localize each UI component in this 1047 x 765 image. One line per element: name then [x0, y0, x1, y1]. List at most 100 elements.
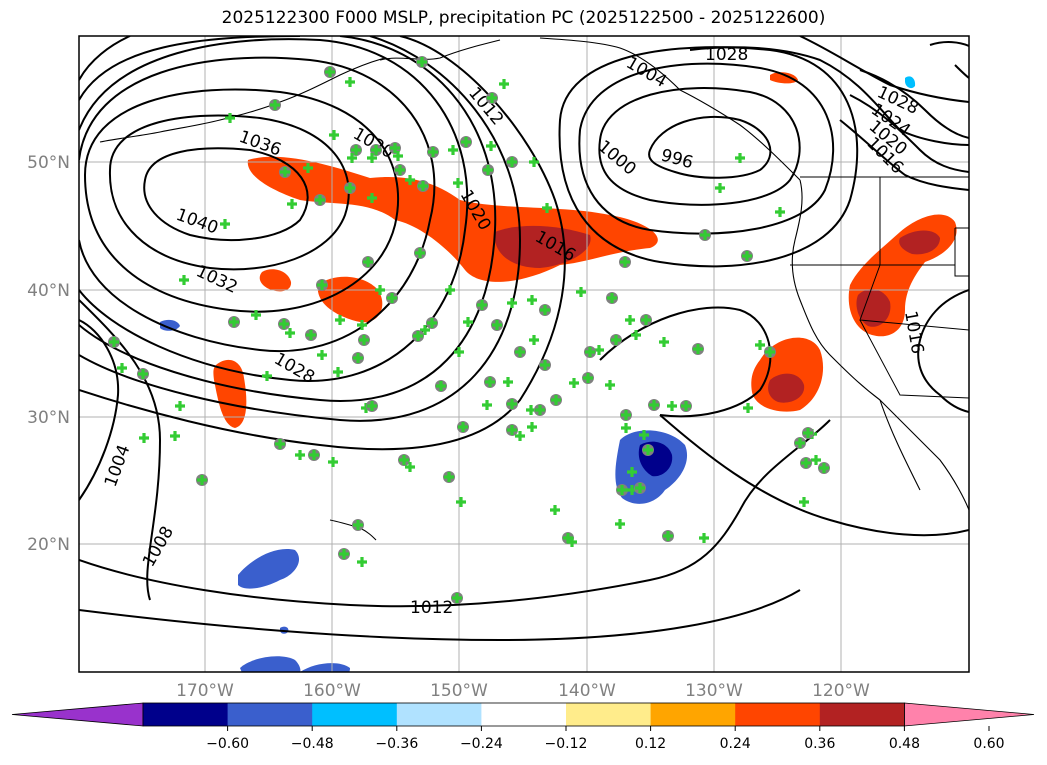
station-plus [367, 193, 377, 203]
station-plus [487, 93, 497, 103]
station-plus [715, 183, 725, 193]
station-plus [454, 347, 464, 357]
station-plus [503, 377, 513, 387]
station-plus [529, 157, 539, 167]
station-plus [461, 137, 471, 147]
isobar-label: 1012 [410, 598, 453, 618]
station-plus [109, 337, 119, 347]
station-plus [367, 401, 377, 411]
lon-label: 150°W [430, 681, 488, 701]
station-plus [179, 275, 189, 285]
station-plus [456, 497, 466, 507]
isobar-label: 1040 [173, 205, 220, 239]
precip-core-east-pacific [768, 373, 805, 403]
isobar-1036 [108, 114, 350, 271]
station-plus [458, 422, 468, 432]
station-plus [627, 467, 637, 477]
station-plus [335, 315, 345, 325]
station-plus [444, 472, 454, 482]
station-plus [351, 145, 361, 155]
lon-label: 120°W [812, 681, 870, 701]
colorbar-tick-label: −0.12 [545, 736, 588, 752]
lat-label: 50°N [27, 153, 70, 173]
station-plus [345, 183, 355, 193]
precip-core-us-west-coast-north [899, 230, 940, 255]
colorbar-tick-label: −0.36 [375, 736, 418, 752]
station-plus [621, 410, 631, 420]
precip-region-pacific-nw-small [770, 72, 798, 84]
station-plus [529, 335, 539, 345]
station-plus [405, 462, 415, 472]
station-plus [631, 330, 641, 340]
colorbar: −0.60 −0.48 −0.36 −0.24 −0.12 0.12 0.24 0.36 0.4… [11, 702, 1035, 752]
station-plus [390, 143, 400, 153]
station-plus [333, 367, 343, 377]
station-plus [585, 347, 595, 357]
station-plus [395, 165, 405, 175]
isobar-label: 1016 [900, 309, 927, 355]
station-plus [405, 175, 415, 185]
station-plus [417, 57, 427, 67]
station-plus [415, 248, 425, 258]
station-plus [371, 145, 381, 155]
coast-baja [879, 399, 921, 491]
station-plus [743, 403, 753, 413]
colorbar-outline [142, 702, 905, 727]
isobar-1028-inner [79, 56, 436, 353]
station-plus [507, 425, 517, 435]
station-plus [659, 337, 669, 347]
colorbar-extend-low [11, 702, 144, 727]
station-plus [287, 199, 297, 209]
station-plus [700, 230, 710, 240]
station-plus [280, 167, 290, 177]
station-plus [345, 77, 355, 87]
isobar-ne-small-2 [954, 64, 969, 79]
station-plus [621, 423, 631, 433]
station-plus [329, 130, 339, 140]
station-plus [499, 79, 509, 89]
station-plus [617, 485, 627, 495]
lat-label: 40°N [27, 281, 70, 301]
station-plus [635, 483, 645, 493]
station-plus [583, 373, 593, 383]
station-plus [175, 401, 185, 411]
isobar-high-core-1040 [143, 147, 309, 241]
station-plus [542, 203, 552, 213]
isobar-1016 [79, 36, 522, 422]
station-plus [317, 280, 327, 290]
isobar-east-loop [599, 306, 772, 418]
isobar-label: 1004 [623, 53, 670, 92]
lat-label: 30°N [27, 408, 70, 428]
isobar-1000 [598, 87, 801, 206]
isobar-ne-small [929, 41, 969, 47]
isobar-1016-east [917, 289, 969, 413]
lat-axis-labels: 50°N 40°N 30°N 20°N [27, 153, 70, 555]
station-plus [507, 399, 517, 409]
station-plus [448, 145, 458, 155]
isobar-1028-ne-top [799, 36, 969, 103]
station-plus [607, 293, 617, 303]
colorbar-extend-high [904, 702, 1035, 727]
precip-neg-region-hawaii-south [238, 549, 300, 589]
colorbar-tick-label: 0.48 [889, 736, 920, 752]
station-plus [309, 450, 319, 460]
precip-region-west-small [259, 269, 292, 292]
station-plus [339, 549, 349, 559]
coastlines [99, 37, 969, 541]
colorbar-tick-label: 0.36 [804, 736, 835, 752]
station-plus [527, 422, 537, 432]
station-plus [367, 153, 377, 163]
station-plus [477, 300, 487, 310]
isobar-low-996 [648, 115, 772, 179]
station-plus [535, 405, 545, 415]
station-plus [279, 319, 289, 329]
colorbar-segment [396, 703, 482, 726]
station-plus [569, 378, 579, 388]
station-plus [229, 317, 239, 327]
station-plus [641, 315, 651, 325]
map-area: 1028 1012 1004 1020 1036 1040 1032 1028 … [79, 36, 969, 672]
colorbar-tick-label: 0.60 [973, 736, 1004, 752]
station-plus [567, 537, 577, 547]
station-plus [765, 347, 775, 357]
